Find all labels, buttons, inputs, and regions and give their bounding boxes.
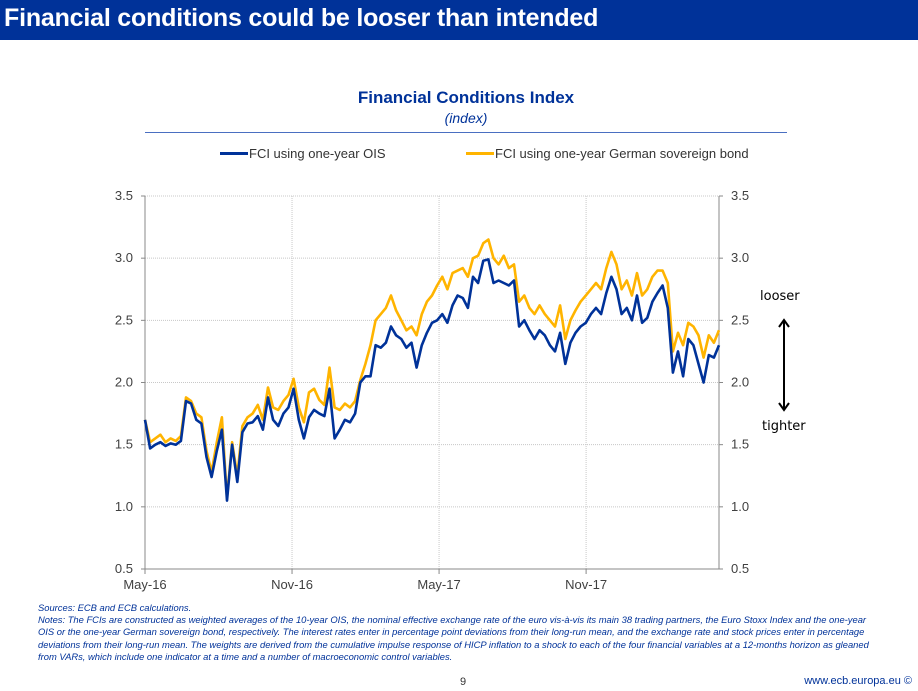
series-lines xyxy=(143,238,721,502)
footer-website: www.ecb.europa.eu © xyxy=(804,675,912,687)
sources-text: Sources: ECB and ECB calculations. xyxy=(38,602,192,613)
arrow-up-head-icon xyxy=(778,318,790,328)
looser-label: looser xyxy=(760,289,800,304)
legend-item-bund: FCI using one-year German sovereign bond xyxy=(466,146,749,161)
series-line-ois xyxy=(143,258,721,502)
y-tick-label-right: 3.5 xyxy=(731,188,749,203)
legend-item-ois: FCI using one-year OIS xyxy=(220,146,386,161)
y-tick-label-right: 2.0 xyxy=(731,375,749,390)
y-tick-label-left: 3.0 xyxy=(115,250,133,265)
chart-title: Financial Conditions Index xyxy=(357,88,575,107)
y-tick-label-left: 3.5 xyxy=(115,188,133,203)
grid-lines xyxy=(145,195,719,569)
y-tick-label-left: 2.5 xyxy=(115,312,133,327)
page-number: 9 xyxy=(460,676,467,688)
title-divider xyxy=(145,132,787,133)
legend-label-ois: FCI using one-year OIS xyxy=(249,146,386,161)
arrow-down-head-icon xyxy=(778,402,790,412)
tick-labels: 0.5 0.5 1.0 1.0 1.5 1.5 2.0 2.0 2.5 2.5 3.0 3.0 3.5 3… xyxy=(115,188,749,592)
looser-tighter-arrow xyxy=(778,318,790,412)
axes xyxy=(141,195,723,574)
y-tick-label-right: 3.0 xyxy=(731,250,749,265)
y-tick-label-left: 2.0 xyxy=(115,375,133,390)
y-tick-label-left: 1.0 xyxy=(115,499,133,514)
legend-swatch-ois xyxy=(220,152,248,155)
x-tick-label: May-16 xyxy=(123,577,166,592)
y-tick-label-right: 1.5 xyxy=(731,437,749,452)
x-tick-label: Nov-16 xyxy=(271,577,313,592)
y-tick-label-right: 2.5 xyxy=(731,312,749,327)
slide-title: Financial conditions could be looser tha… xyxy=(0,0,918,40)
x-tick-label: May-17 xyxy=(417,577,460,592)
tighter-label: tighter xyxy=(762,419,806,434)
y-tick-label-right: 0.5 xyxy=(731,561,749,576)
y-tick-label-right: 1.0 xyxy=(731,499,749,514)
y-tick-label-left: 0.5 xyxy=(115,561,133,576)
chart-subtitle: (index) xyxy=(444,110,488,126)
chart-notes: Sources: ECB and ECB calculations. Notes… xyxy=(38,602,878,663)
legend-swatch-bund xyxy=(466,152,494,155)
x-tick-label: Nov-17 xyxy=(565,577,607,592)
legend-label-bund: FCI using one-year German sovereign bond xyxy=(495,146,749,161)
y-tick-label-left: 1.5 xyxy=(115,437,133,452)
notes-text: Notes: The FCIs are constructed as weigh… xyxy=(38,614,869,662)
